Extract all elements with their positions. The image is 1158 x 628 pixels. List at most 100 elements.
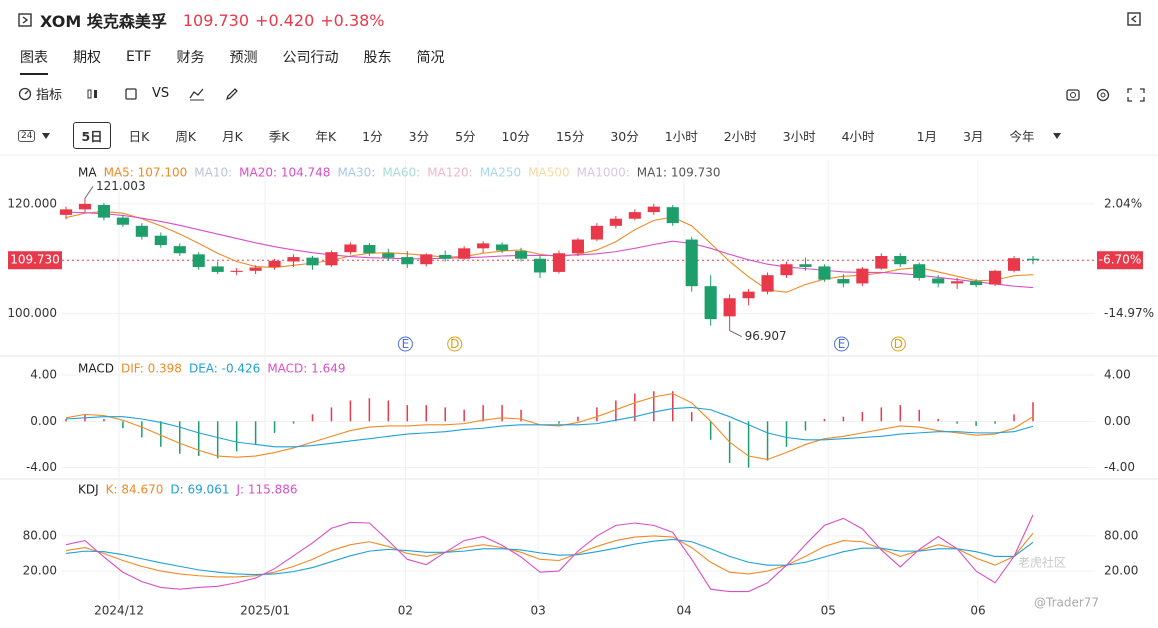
- x-tick-label: 2024/12: [94, 604, 144, 618]
- candle-body: [363, 245, 376, 254]
- candle-body: [306, 257, 319, 266]
- period-option[interactable]: 3小时: [782, 129, 816, 144]
- tool-label[interactable]: VS: [152, 86, 170, 101]
- tab[interactable]: 图表: [20, 47, 48, 75]
- candle-body: [856, 268, 869, 284]
- dropdown-arrow[interactable]: [1052, 132, 1062, 140]
- tab[interactable]: 股东: [363, 50, 392, 66]
- candle-body: [723, 298, 736, 317]
- shape-icon[interactable]: [124, 87, 138, 101]
- period-option[interactable]: 15分: [555, 129, 585, 144]
- candle-body: [571, 239, 585, 254]
- period-option[interactable]: 1月: [916, 129, 938, 144]
- watermark-user: @Trader77: [1034, 596, 1099, 610]
- period-option[interactable]: 4小时: [841, 129, 875, 144]
- back-icon[interactable]: [18, 13, 32, 27]
- candle-body: [496, 244, 509, 251]
- y-tick-label: 120.000: [7, 196, 57, 210]
- tab[interactable]: 简况: [416, 50, 445, 66]
- period-option[interactable]: 1小时: [664, 129, 698, 144]
- legend-item: MACD: 1.649: [267, 362, 345, 376]
- period-option[interactable]: 今年: [1009, 129, 1035, 144]
- x-tick-label: 02: [398, 604, 413, 618]
- tab[interactable]: 预测: [229, 50, 258, 66]
- period-option[interactable]: 5日: [73, 122, 111, 149]
- candle-body: [780, 264, 793, 276]
- candle-body: [1026, 258, 1040, 261]
- collapse-icon[interactable]: [1127, 12, 1141, 26]
- watermark: 老虎社区: [1018, 555, 1066, 570]
- period-badge[interactable]: 24: [18, 129, 36, 142]
- candle-body: [590, 225, 603, 240]
- candle-body: [135, 225, 148, 237]
- price: 109.730: [182, 10, 250, 30]
- legend-item: K: 84.670: [106, 483, 164, 497]
- y-tick-label-right: 0.00: [1104, 414, 1131, 428]
- legend-item: MA20: 104.748: [239, 166, 330, 180]
- chart-actions[interactable]: [1066, 87, 1146, 103]
- event-label: D: [894, 337, 903, 351]
- candle-body: [477, 243, 490, 249]
- dropdown-arrow[interactable]: [41, 132, 51, 140]
- dea-line: [65, 406, 1034, 448]
- legend-item: MA60:: [382, 166, 420, 180]
- candle-body: [439, 254, 452, 259]
- candle-body: [685, 239, 698, 287]
- ticker: XOM 埃克森美孚: [40, 12, 167, 31]
- period-option[interactable]: 5分: [455, 129, 476, 144]
- period-option[interactable]: 季K: [268, 129, 290, 144]
- draw-icon[interactable]: [189, 87, 205, 101]
- tab[interactable]: 期权: [73, 50, 101, 66]
- period-option[interactable]: 年K: [315, 129, 337, 144]
- period-option[interactable]: 3分: [408, 129, 430, 144]
- y-tick-label-right: 4.00: [1104, 368, 1131, 382]
- kdj-line: [65, 514, 1034, 593]
- y-tick-label: 0.00: [30, 414, 57, 428]
- pen-icon[interactable]: [225, 87, 239, 101]
- x-tick-label: 04: [676, 604, 691, 618]
- tool-label[interactable]: 指标: [36, 88, 63, 103]
- event-marker: [833, 336, 849, 352]
- candle-body: [211, 266, 224, 272]
- period-option[interactable]: 日K: [128, 129, 150, 144]
- period-option[interactable]: 2小时: [723, 129, 757, 144]
- event-marker: [447, 336, 463, 352]
- period-bar: 24 5日 日K 周K 月K 季K 年K 1分 3分 5分 10分 15分 30分 1小时 2小时 3小时 4…: [18, 122, 1062, 149]
- event-label: E: [402, 337, 410, 351]
- candle-body: [894, 256, 907, 265]
- indicator-icon[interactable]: [18, 87, 32, 101]
- candle-body: [742, 291, 755, 299]
- kdj-line: [65, 532, 1034, 578]
- candle-body: [666, 207, 679, 224]
- candle-body: [514, 251, 528, 259]
- y-tick-label-right: 20.00: [1104, 564, 1138, 578]
- candle-body: [192, 254, 205, 267]
- change-pct: +0.38%: [320, 10, 385, 30]
- kdj-line: [65, 538, 1034, 576]
- period-option[interactable]: 月K: [222, 129, 243, 144]
- candle-body: [59, 209, 73, 215]
- tab[interactable]: ETF: [126, 49, 152, 65]
- event-label: E: [838, 337, 846, 351]
- candle-body: [799, 264, 812, 267]
- candle-body: [344, 244, 357, 253]
- tab[interactable]: 财务: [176, 50, 205, 66]
- y-tick-label-right: 80.00: [1104, 528, 1138, 542]
- legend-item: MA1000:: [577, 166, 630, 180]
- y-tick-label: -4.00: [26, 460, 57, 474]
- tab-bar: 图表 期权 ETF 财务 预测 公司行动 股东 简况: [20, 47, 469, 75]
- period-option[interactable]: 1分: [362, 129, 383, 144]
- candle-icon[interactable]: [86, 87, 100, 101]
- period-option[interactable]: 30分: [610, 129, 639, 144]
- period-option[interactable]: 10分: [501, 129, 530, 144]
- tab[interactable]: 公司行动: [282, 50, 339, 66]
- period-option[interactable]: 周K: [175, 129, 197, 144]
- legend-item: DIF: 0.398: [121, 362, 182, 376]
- last-pct-box: [1097, 251, 1143, 270]
- legend-item: DEA: -0.426: [189, 362, 260, 376]
- period-option[interactable]: 3月: [963, 129, 984, 144]
- y-tick-label: 100.000: [7, 306, 57, 320]
- legend-item: MACD: [78, 362, 114, 376]
- change: +0.420: [255, 10, 315, 30]
